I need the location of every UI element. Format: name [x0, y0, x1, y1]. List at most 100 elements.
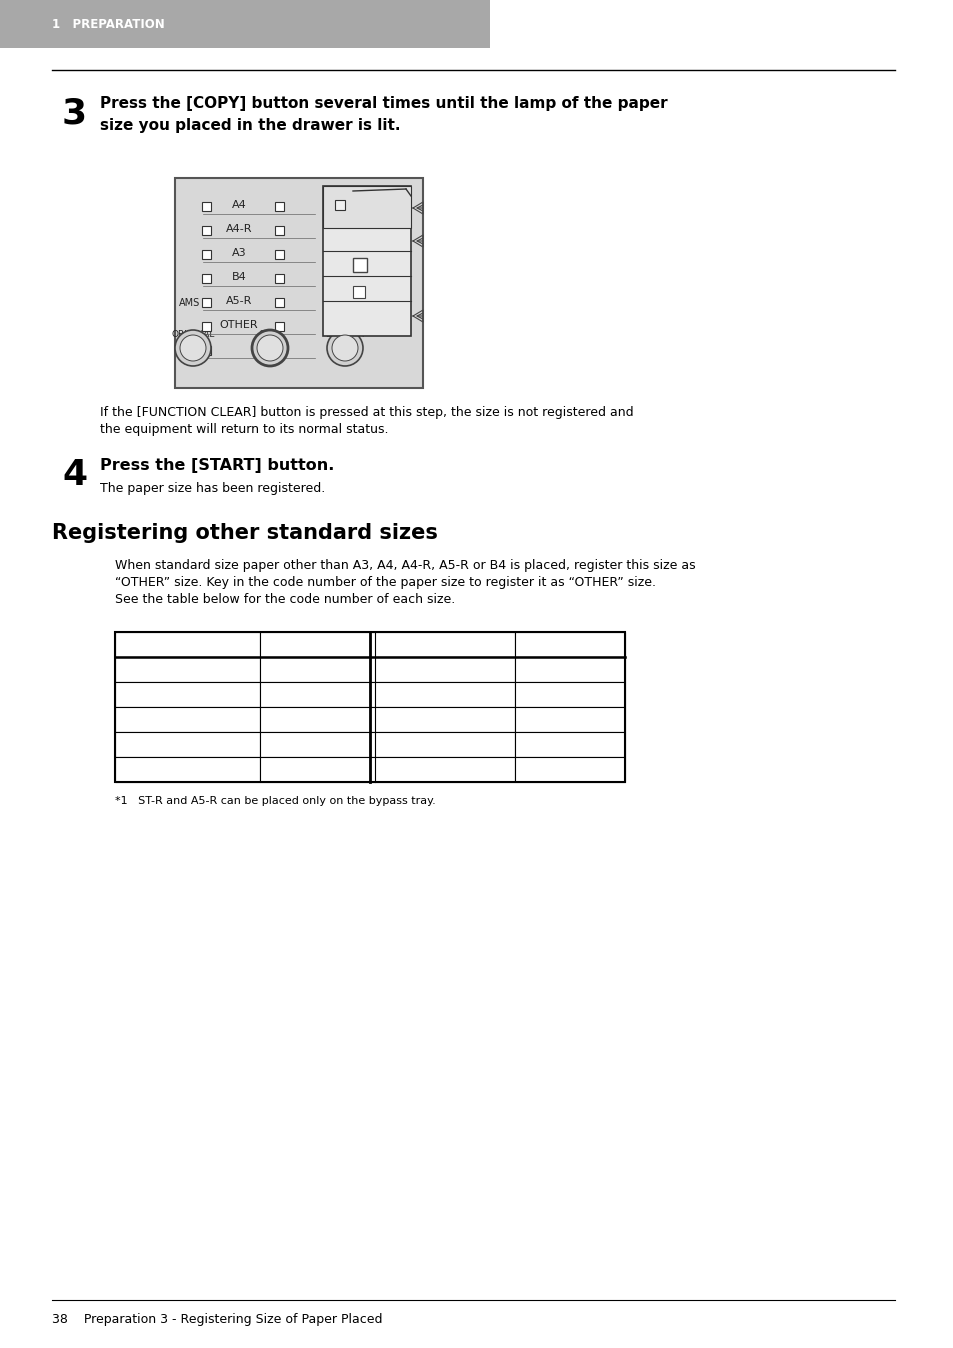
- Bar: [370, 632, 515, 656]
- Text: Press the [START] button.: Press the [START] button.: [100, 458, 334, 473]
- Text: 06: 06: [307, 687, 323, 701]
- Text: B5-R: B5-R: [172, 687, 202, 701]
- Text: Press the [COPY] button several times until the lamp of the paper: Press the [COPY] button several times un…: [100, 96, 667, 111]
- Bar: [274, 322, 284, 332]
- Text: When standard size paper other than A3, A4, A4-R, A5-R or B4 is placed, register: When standard size paper other than A3, …: [115, 559, 695, 572]
- Bar: [115, 632, 260, 656]
- Text: A5-R: A5-R: [226, 297, 252, 306]
- Text: A4-R: A4-R: [226, 224, 252, 235]
- Bar: [202, 226, 211, 235]
- Bar: [202, 346, 211, 355]
- Circle shape: [252, 330, 288, 367]
- Text: Registering other standard sizes: Registering other standard sizes: [52, 523, 437, 543]
- Text: AMS: AMS: [179, 298, 200, 307]
- Text: APS: APS: [179, 346, 197, 356]
- Text: LT-R: LT-R: [435, 663, 459, 675]
- Text: 38    Preparation 3 - Registering Size of Paper Placed: 38 Preparation 3 - Registering Size of P…: [52, 1313, 382, 1326]
- Bar: [115, 758, 260, 782]
- Bar: [260, 732, 370, 758]
- Text: 4: 4: [62, 458, 87, 492]
- Text: ORIGINAL: ORIGINAL: [172, 330, 214, 338]
- Text: COMP: COMP: [429, 737, 465, 751]
- Text: LD: LD: [179, 713, 195, 727]
- Text: 05: 05: [307, 663, 323, 675]
- Text: Paper size: Paper size: [149, 638, 226, 651]
- Bar: [274, 274, 284, 283]
- Bar: [260, 758, 370, 782]
- Text: 12: 12: [566, 687, 582, 701]
- Circle shape: [174, 330, 211, 367]
- Bar: [370, 706, 515, 732]
- Text: B5: B5: [179, 663, 195, 675]
- Bar: [174, 178, 422, 388]
- Bar: [115, 656, 260, 682]
- Bar: [370, 682, 515, 706]
- Text: size you placed in the drawer is lit.: size you placed in the drawer is lit.: [100, 119, 400, 133]
- Bar: [202, 298, 211, 307]
- Text: The paper size has been registered.: The paper size has been registered.: [100, 483, 325, 495]
- Bar: [515, 682, 624, 706]
- Text: 09: 09: [307, 737, 323, 751]
- Bar: [323, 186, 411, 228]
- Text: FOLIO: FOLIO: [428, 713, 466, 727]
- Bar: [370, 732, 515, 758]
- Text: See the table below for the code number of each size.: See the table below for the code number …: [115, 593, 455, 607]
- Text: the equipment will return to its normal status.: the equipment will return to its normal …: [100, 423, 388, 435]
- Text: DRAWER: DRAWER: [325, 330, 364, 338]
- Text: 1   PREPARATION: 1 PREPARATION: [52, 18, 165, 31]
- Text: 10: 10: [307, 763, 323, 776]
- Bar: [115, 732, 260, 758]
- Bar: [115, 682, 260, 706]
- Text: LT: LT: [181, 763, 193, 776]
- Circle shape: [332, 336, 357, 361]
- Bar: [515, 632, 624, 656]
- Bar: [274, 346, 284, 355]
- Text: Code No.: Code No.: [540, 638, 608, 651]
- Text: 13”LG: 13”LG: [428, 763, 466, 776]
- Bar: [202, 202, 211, 212]
- Text: “OTHER” size. Key in the code number of the paper size to register it as “OTHER”: “OTHER” size. Key in the code number of …: [115, 576, 656, 589]
- Bar: [260, 632, 370, 656]
- Bar: [260, 706, 370, 732]
- Text: 3: 3: [62, 96, 87, 129]
- Text: 14: 14: [566, 737, 582, 751]
- Circle shape: [327, 330, 363, 367]
- Text: B4: B4: [232, 272, 246, 282]
- Bar: [202, 274, 211, 283]
- Bar: [370, 758, 515, 782]
- Bar: [202, 322, 211, 332]
- Bar: [515, 656, 624, 682]
- Bar: [353, 286, 365, 298]
- Text: ST-R: ST-R: [428, 687, 456, 701]
- Text: *1   ST-R and A5-R can be placed only on the bypass tray.: *1 ST-R and A5-R can be placed only on t…: [115, 797, 436, 806]
- Bar: [353, 257, 367, 272]
- Bar: [370, 656, 515, 682]
- Bar: [515, 758, 624, 782]
- Text: 13: 13: [566, 713, 582, 727]
- Text: A3: A3: [232, 248, 246, 257]
- Bar: [202, 249, 211, 259]
- Bar: [274, 202, 284, 212]
- Text: Code No.: Code No.: [281, 638, 349, 651]
- Text: Paper size: Paper size: [409, 638, 486, 651]
- Text: OTHER: OTHER: [219, 319, 258, 330]
- Text: 08: 08: [307, 713, 323, 727]
- Text: COPY: COPY: [258, 330, 281, 338]
- Bar: [260, 656, 370, 682]
- Bar: [0, 0, 490, 49]
- Circle shape: [256, 336, 283, 361]
- Bar: [274, 226, 284, 235]
- Bar: [274, 298, 284, 307]
- Bar: [335, 200, 345, 210]
- Bar: [115, 632, 624, 782]
- Text: *1: *1: [454, 686, 464, 696]
- Bar: [274, 249, 284, 259]
- Text: If the [FUNCTION CLEAR] button is pressed at this step, the size is not register: If the [FUNCTION CLEAR] button is presse…: [100, 406, 633, 419]
- Text: 11: 11: [566, 663, 582, 675]
- Bar: [260, 682, 370, 706]
- Bar: [515, 732, 624, 758]
- Text: 16: 16: [566, 763, 582, 776]
- Bar: [323, 186, 411, 336]
- Bar: [515, 706, 624, 732]
- Bar: [115, 706, 260, 732]
